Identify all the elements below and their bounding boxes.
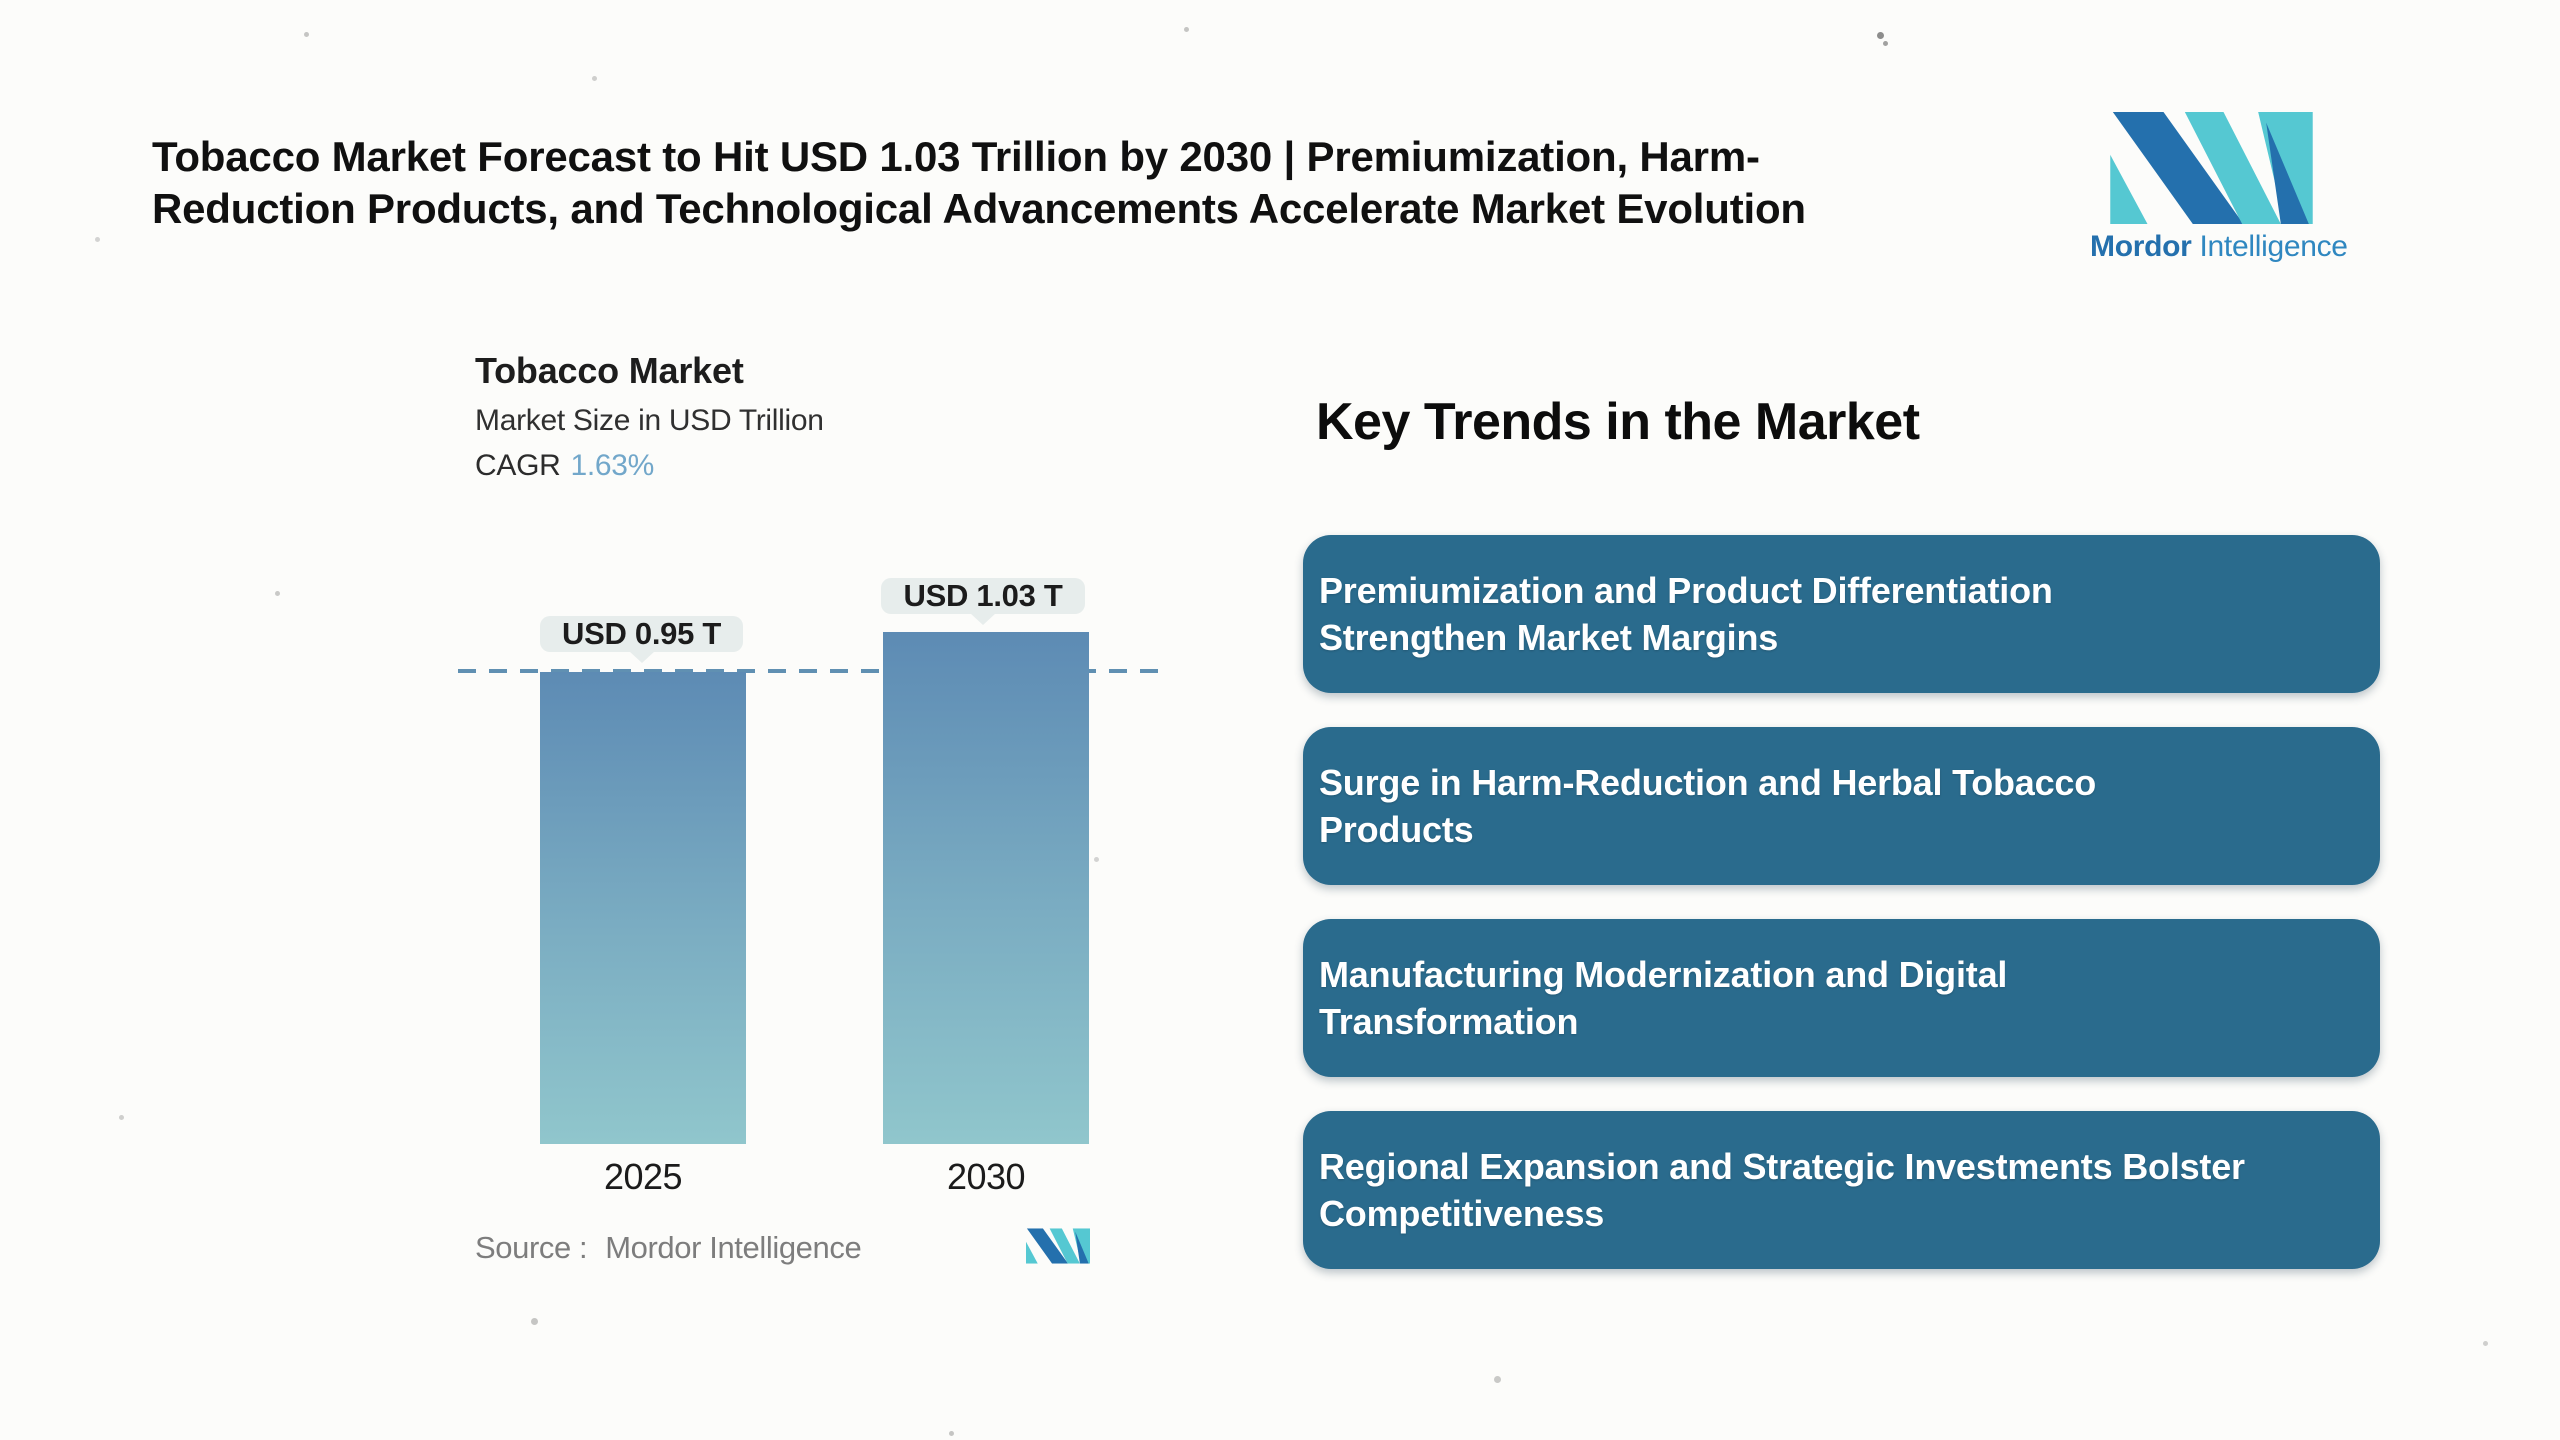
cagr-label: CAGR — [475, 449, 561, 482]
trend-card-text-line-2: Strengthen Market Margins — [1319, 617, 1779, 658]
brand-name-bold: Mordor — [2090, 230, 2192, 263]
mordor-intelligence-logo-icon — [2110, 112, 2313, 224]
trend-card-regional-expansion: Regional Expansion and Strategic Investm… — [1303, 1111, 2380, 1269]
trend-card-text-line-1: Premiumization and Product Differentiati… — [1319, 570, 2053, 611]
chart-subtitle: Market Size in USD Trillion — [475, 404, 824, 437]
mordor-intelligence-watermark-icon — [1026, 1228, 1090, 1264]
cagr-value: 1.63% — [570, 449, 655, 482]
trend-card-premiumization: Premiumization and Product Differentiati… — [1303, 535, 2380, 693]
trend-card-text-line-1: Manufacturing Modernization and Digital — [1319, 954, 2008, 995]
chart-cagr: CAGR 1.63% — [475, 449, 654, 483]
trend-card-text-line-2: Products — [1319, 809, 1474, 850]
bar-2030 — [883, 632, 1089, 1144]
trend-card-manufacturing: Manufacturing Modernization and Digital … — [1303, 919, 2380, 1077]
page-title: Tobacco Market Forecast to Hit USD 1.03 … — [152, 131, 1806, 235]
source-value: Mordor Intelligence — [605, 1230, 862, 1265]
trend-card-text-line-1: Regional Expansion and Strategic Investm… — [1319, 1146, 2245, 1187]
brand-name-light: Intelligence — [2199, 230, 2348, 263]
x-axis-label-2030: 2030 — [946, 1156, 1026, 1197]
bar-2025 — [540, 672, 746, 1144]
background-specks — [0, 0, 3, 3]
trend-card-harm-reduction: Surge in Harm-Reduction and Herbal Tobac… — [1303, 727, 2380, 885]
page-title-line-1: Tobacco Market Forecast to Hit USD 1.03 … — [152, 133, 1760, 180]
reference-dashed-line — [458, 669, 1166, 673]
source-attribution: Source : Mordor Intelligence — [475, 1230, 862, 1266]
data-label-2030: USD 1.03 T — [881, 578, 1085, 614]
page-title-line-2: Reduction Products, and Technological Ad… — [152, 185, 1806, 232]
brand-name: Mordor Intelligence — [2090, 230, 2348, 264]
trend-card-text-line-2: Transformation — [1319, 1001, 1579, 1042]
trends-heading: Key Trends in the Market — [1316, 393, 1920, 451]
source-label: Source : — [475, 1230, 588, 1265]
data-label-2025: USD 0.95 T — [540, 616, 743, 652]
trend-card-text-line-2: Competitiveness — [1319, 1193, 1605, 1234]
chart-title: Tobacco Market — [475, 350, 744, 391]
trend-card-text-line-1: Surge in Harm-Reduction and Herbal Tobac… — [1319, 762, 2097, 803]
x-axis-label-2025: 2025 — [603, 1156, 683, 1197]
